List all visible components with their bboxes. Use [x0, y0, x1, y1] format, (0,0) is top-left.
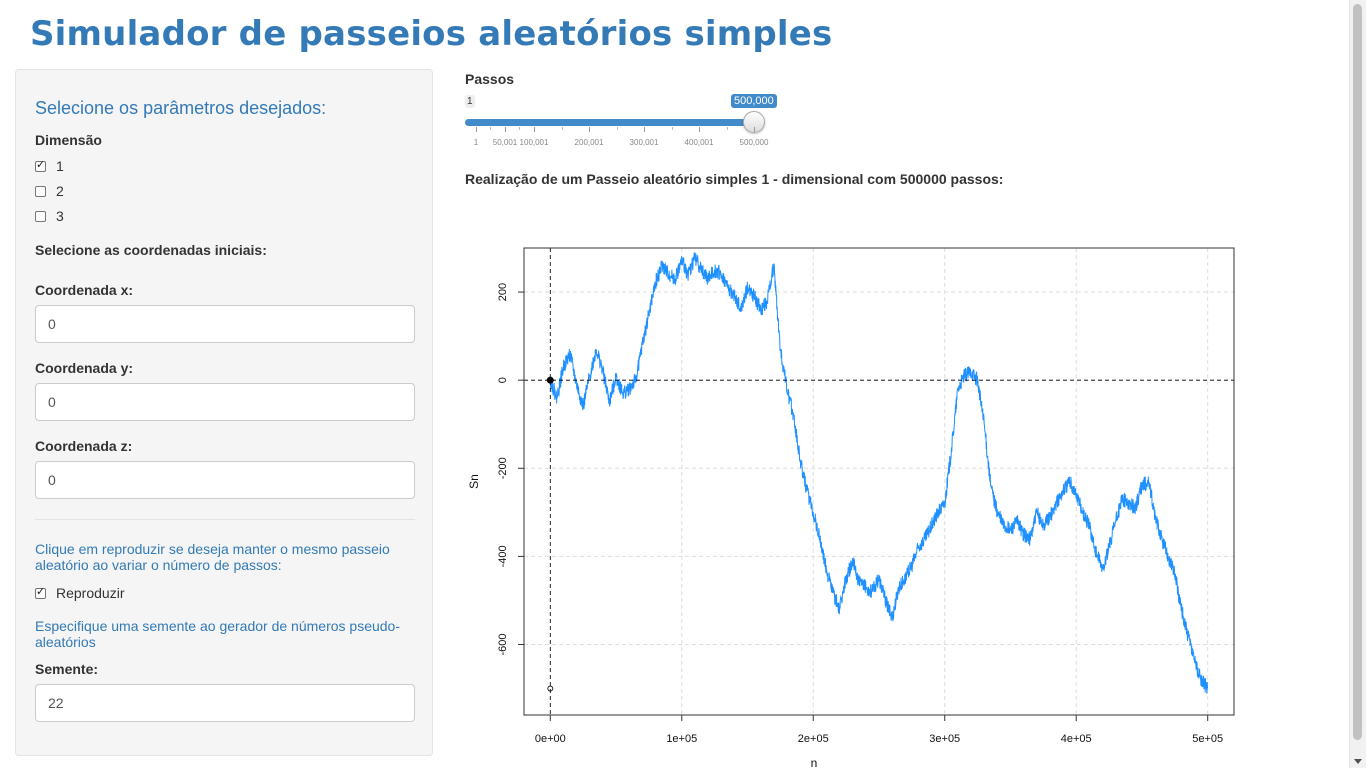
- divider: [35, 519, 415, 520]
- slider-tick-label: 300,001: [629, 138, 659, 147]
- slider-ticks: 1 50,001 100,001 200,001 300,001 400,001…: [465, 127, 768, 151]
- checkbox-dimension-1[interactable]: [35, 158, 46, 172]
- x-axis-tick-label: 2e+05: [798, 733, 829, 745]
- scrollbar-thumb[interactable]: [1353, 4, 1362, 740]
- slider-tick: [644, 127, 645, 132]
- slider-tick: [672, 127, 673, 130]
- coord-z-input[interactable]: [35, 461, 415, 499]
- plot-title: Realização de um Passeio aleatório simpl…: [465, 171, 1004, 187]
- seed-label: Semente:: [35, 661, 99, 677]
- slider-tick: [476, 127, 477, 132]
- page-scrollbar[interactable]: [1349, 0, 1366, 768]
- seed-help-text: Especifique uma semente ao gerador de nú…: [35, 618, 400, 650]
- reproduce-help-text: Clique em reproduzir se deseja manter o …: [35, 541, 390, 573]
- slider-tick-label: 400,001: [684, 138, 714, 147]
- slider-tick: [534, 127, 535, 132]
- slider-tick: [562, 127, 563, 130]
- dimension-option-2[interactable]: 2: [35, 183, 64, 199]
- coord-y-label: Coordenada y:: [35, 360, 134, 376]
- series-line-sn: [549, 252, 1209, 694]
- plot-frame: [523, 247, 1235, 716]
- start-point-marker: [546, 376, 554, 384]
- slider-tick-label: 1: [473, 138, 479, 147]
- steps-slider-label: Passos: [465, 71, 515, 87]
- x-axis-tick-label: 5e+05: [1192, 733, 1223, 745]
- app-title: Simulador de passeios aleatórios simples: [30, 14, 833, 54]
- y-axis-tick-label: 0: [497, 377, 509, 383]
- slider-tick: [519, 127, 520, 130]
- checkbox-reproduce[interactable]: [35, 585, 46, 599]
- coords-heading: Selecione as coordenadas iniciais:: [35, 242, 267, 258]
- slider-value-label: 500,000: [731, 94, 777, 108]
- checkbox-dimension-3[interactable]: [35, 210, 46, 222]
- reproduce-label: Reproduzir: [56, 585, 125, 601]
- y-axis-tick-label: -400: [497, 545, 509, 567]
- dimension-label: Dimensão: [35, 132, 102, 148]
- coord-z-label: Coordenada z:: [35, 438, 133, 454]
- slider-tick-label: 50,001: [492, 138, 518, 147]
- reproduce-option[interactable]: Reproduzir: [35, 585, 124, 601]
- slider-tick: [727, 127, 728, 130]
- steps-slider-handle[interactable]: [743, 111, 765, 133]
- dimension-option-label: 1: [56, 158, 64, 174]
- dimension-option-label: 3: [56, 208, 64, 224]
- scroll-down-arrow-icon[interactable]: [1354, 759, 1362, 764]
- slider-min-label: 1: [465, 95, 475, 108]
- point-marker: [547, 685, 554, 692]
- y-axis-tick-label: -600: [497, 633, 509, 655]
- coord-x-input[interactable]: [35, 305, 415, 343]
- x-axis-tick-label: 3e+05: [929, 733, 960, 745]
- random-walk-chart: 0e+00 1e+05 2e+05 3e+05 4e+05 5e+05 -600 -400 -2…: [467, 247, 1235, 768]
- slider-tick: [490, 127, 491, 130]
- slider-tick: [617, 127, 618, 130]
- sidebar-panel: Selecione os parâmetros desejados: Dimen…: [15, 69, 433, 756]
- dimension-option-3[interactable]: 3: [35, 208, 64, 224]
- x-axis-label: n: [811, 756, 818, 768]
- slider-tick-label: 500,000: [739, 138, 769, 147]
- slider-tick: [505, 127, 506, 132]
- y-axis-tick-label: -200: [497, 457, 509, 479]
- y-axis-label: Sn: [467, 474, 481, 489]
- x-axis-tick-label: 1e+05: [666, 733, 697, 745]
- y-axis-tick-label: 200: [497, 283, 509, 301]
- coord-x-label: Coordenada x:: [35, 282, 134, 298]
- steps-slider-track[interactable]: [465, 119, 757, 126]
- dimension-option-label: 2: [56, 183, 64, 199]
- slider-tick: [589, 127, 590, 132]
- slider-tick: [754, 127, 755, 132]
- dimension-option-1[interactable]: 1: [35, 158, 64, 174]
- slider-tick: [699, 127, 700, 132]
- seed-input[interactable]: [35, 684, 415, 722]
- slider-tick-label: 100,001: [519, 138, 549, 147]
- sidebar-heading: Selecione os parâmetros desejados:: [35, 98, 327, 118]
- coord-y-input[interactable]: [35, 383, 415, 421]
- slider-tick-label: 200,001: [574, 138, 604, 147]
- x-axis-tick-label: 0e+00: [535, 733, 566, 745]
- checkbox-dimension-2[interactable]: [35, 185, 46, 197]
- x-axis-tick-label: 4e+05: [1061, 733, 1092, 745]
